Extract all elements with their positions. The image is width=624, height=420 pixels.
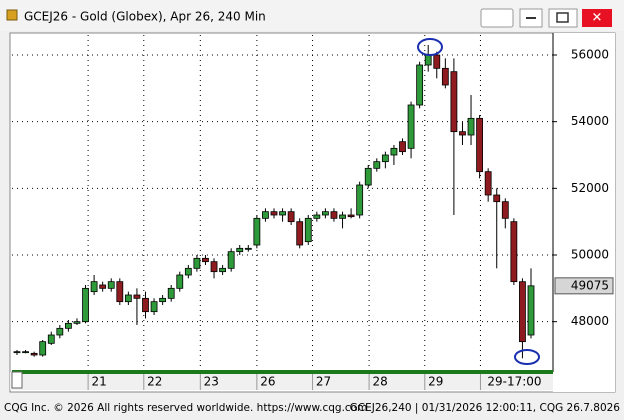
- candle-body: [116, 281, 124, 303]
- x-tick-label: 29-17:00: [487, 375, 541, 389]
- candle-body: [39, 341, 47, 356]
- candle-body: [441, 67, 449, 86]
- chart-frame: [9, 32, 616, 393]
- x-tick-label: 26: [260, 375, 275, 389]
- candle-body: [424, 54, 432, 66]
- candle-body: [339, 214, 346, 219]
- candle-body: [416, 64, 424, 106]
- candle-body: [459, 131, 466, 136]
- last-price-label: 49075: [571, 278, 609, 292]
- last-price-box: [554, 277, 614, 295]
- candle-body: [124, 294, 132, 303]
- candle-body: [510, 221, 518, 283]
- highlight-ellipse: [417, 38, 443, 56]
- candle-body: [90, 281, 98, 293]
- candle-body: [467, 117, 475, 136]
- x-tick-label: 22: [147, 375, 162, 389]
- x-tick-label: 23: [204, 375, 219, 389]
- x-axis-bar: [10, 372, 553, 390]
- candle-body: [184, 267, 192, 276]
- candle-body: [313, 214, 321, 219]
- candle-body: [364, 167, 372, 186]
- candle-body: [244, 247, 252, 250]
- y-axis-area: [553, 33, 615, 392]
- close-icon: ✕: [592, 11, 603, 26]
- candle-body: [167, 287, 175, 299]
- candle-body: [107, 281, 115, 289]
- candle-body: [262, 211, 269, 219]
- x-tick-label: 21: [91, 375, 106, 389]
- candle-body: [142, 297, 149, 313]
- close-button[interactable]: [582, 9, 612, 27]
- candle-body: [82, 287, 89, 323]
- footer-bg: [0, 398, 624, 416]
- candle-body: [356, 184, 364, 216]
- highlight-ellipse: [514, 349, 540, 365]
- candle-body: [399, 141, 406, 153]
- candle-body: [159, 297, 167, 303]
- app-icon: [6, 9, 18, 21]
- candle-body: [484, 171, 492, 196]
- y-tick-label: 48000: [571, 314, 609, 328]
- x-tick-label: 28: [372, 375, 387, 389]
- candle-body: [279, 211, 286, 216]
- candle-body: [330, 211, 338, 219]
- candle-body: [99, 284, 107, 289]
- candle-body: [227, 251, 235, 269]
- candle-body: [202, 257, 209, 263]
- candle-body: [296, 221, 304, 246]
- y-tick-label: 52000: [571, 181, 609, 195]
- candle-body: [65, 322, 72, 329]
- candle-body: [287, 211, 295, 223]
- candle-body: [193, 257, 201, 269]
- candle-body: [47, 334, 55, 344]
- candle-body: [373, 161, 381, 169]
- footer-right: GCEJ26,240 | 01/31/2026 12:00:11, CQG 26…: [350, 402, 621, 414]
- candle-body: [210, 261, 218, 273]
- candle-body: [381, 154, 389, 163]
- candle-body: [450, 71, 458, 133]
- candle-body: [390, 147, 398, 156]
- link-button[interactable]: [480, 8, 514, 28]
- candle-body: [253, 217, 261, 246]
- candle-body: [501, 201, 509, 219]
- candle-body: [30, 352, 38, 356]
- candle-body: [56, 327, 64, 336]
- x-tick-label: 29: [428, 375, 443, 389]
- candle-body: [347, 214, 355, 218]
- candle-body: [321, 211, 329, 216]
- candle-body: [493, 194, 501, 203]
- footer-left: CQG Inc. © 2026 All rights reserved worl…: [4, 402, 367, 414]
- candle-body: [133, 294, 141, 299]
- y-tick-label: 50000: [571, 248, 609, 262]
- candle-body: [73, 321, 81, 324]
- timeline-strip: [12, 370, 553, 374]
- candle-body: [219, 267, 227, 273]
- candle-body: [22, 351, 29, 354]
- y-tick-label: 54000: [571, 114, 609, 128]
- candle-body: [519, 281, 526, 343]
- candle-body: [433, 54, 441, 69]
- candle-body: [176, 274, 184, 289]
- maximize-icon: [556, 12, 569, 23]
- candle-body: [527, 285, 535, 336]
- maximize-button[interactable]: [548, 8, 578, 28]
- candle-body: [13, 351, 21, 354]
- candle-body: [407, 104, 415, 149]
- candle-body: [150, 301, 158, 313]
- candle-body: [236, 247, 244, 253]
- scroll-handle[interactable]: [11, 371, 23, 389]
- window-title: GCEJ26 - Gold (Globex), Apr 26, 240 Min: [24, 10, 266, 24]
- candle-body: [304, 217, 312, 243]
- candle-body: [476, 117, 484, 173]
- y-tick-label: 56000: [571, 48, 609, 62]
- x-tick-label: 27: [316, 375, 331, 389]
- candle-body: [270, 211, 278, 216]
